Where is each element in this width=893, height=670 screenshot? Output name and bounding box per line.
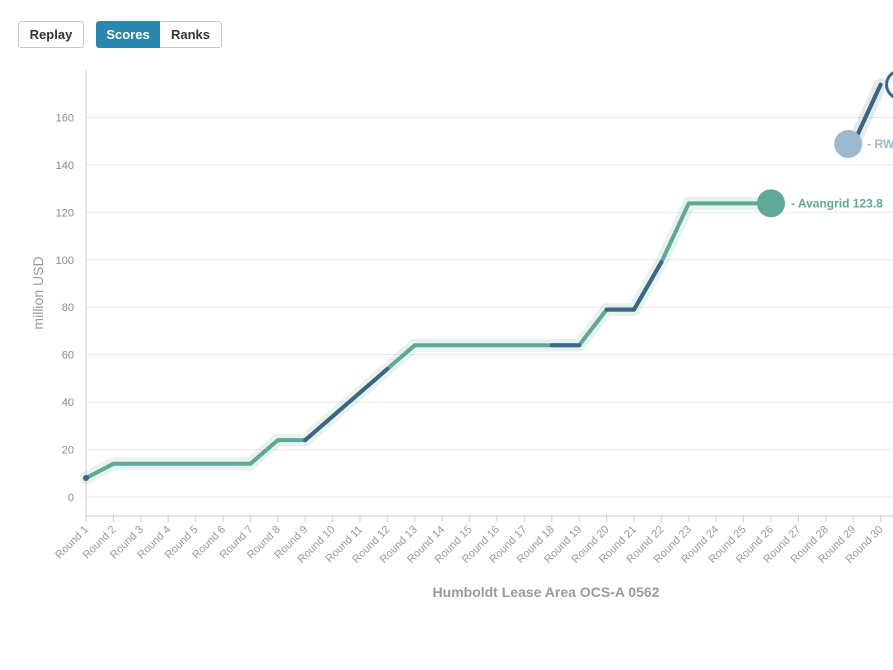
- series-segment-highlight: [358, 366, 390, 395]
- series-start-point: [83, 475, 89, 482]
- y-tick-label: 60: [62, 350, 74, 362]
- y-tick-label: 160: [56, 112, 74, 124]
- y-tick-label: 0: [68, 492, 74, 504]
- scores-toggle-button[interactable]: Scores: [96, 21, 160, 48]
- series-avangrid: [79, 196, 778, 485]
- y-tick-label: 120: [56, 207, 74, 219]
- y-tick-label: 100: [56, 255, 74, 267]
- ranks-toggle-button[interactable]: Ranks: [160, 21, 222, 48]
- x-axis-title: Humboldt Lease Area OCS-A 0562: [433, 584, 660, 600]
- series-segment-highlight: [330, 390, 362, 419]
- series-lines: - RW - Avangrid 123.8: [79, 71, 893, 485]
- replay-button[interactable]: Replay: [18, 21, 84, 48]
- series-segment-highlight: [303, 414, 335, 443]
- y-tick-label: 20: [62, 445, 74, 457]
- series-segment-highlight: [632, 260, 664, 312]
- rwe-leader-dot: [885, 71, 893, 99]
- y-tick-label: 80: [62, 302, 74, 314]
- rwe-end-label: - RW: [867, 137, 893, 151]
- grid-lines: [86, 116, 893, 498]
- avangrid-end-label: - Avangrid 123.8: [791, 196, 883, 210]
- y-axis-ticks: 0 20 40 60 80 100 120 140 160: [56, 112, 74, 504]
- y-tick-label: 140: [56, 160, 74, 172]
- y-tick-label: 40: [62, 397, 74, 409]
- rwe-end-dot: [834, 130, 863, 159]
- y-axis-title: million USD: [30, 256, 46, 329]
- avangrid-end-dot: [757, 189, 785, 218]
